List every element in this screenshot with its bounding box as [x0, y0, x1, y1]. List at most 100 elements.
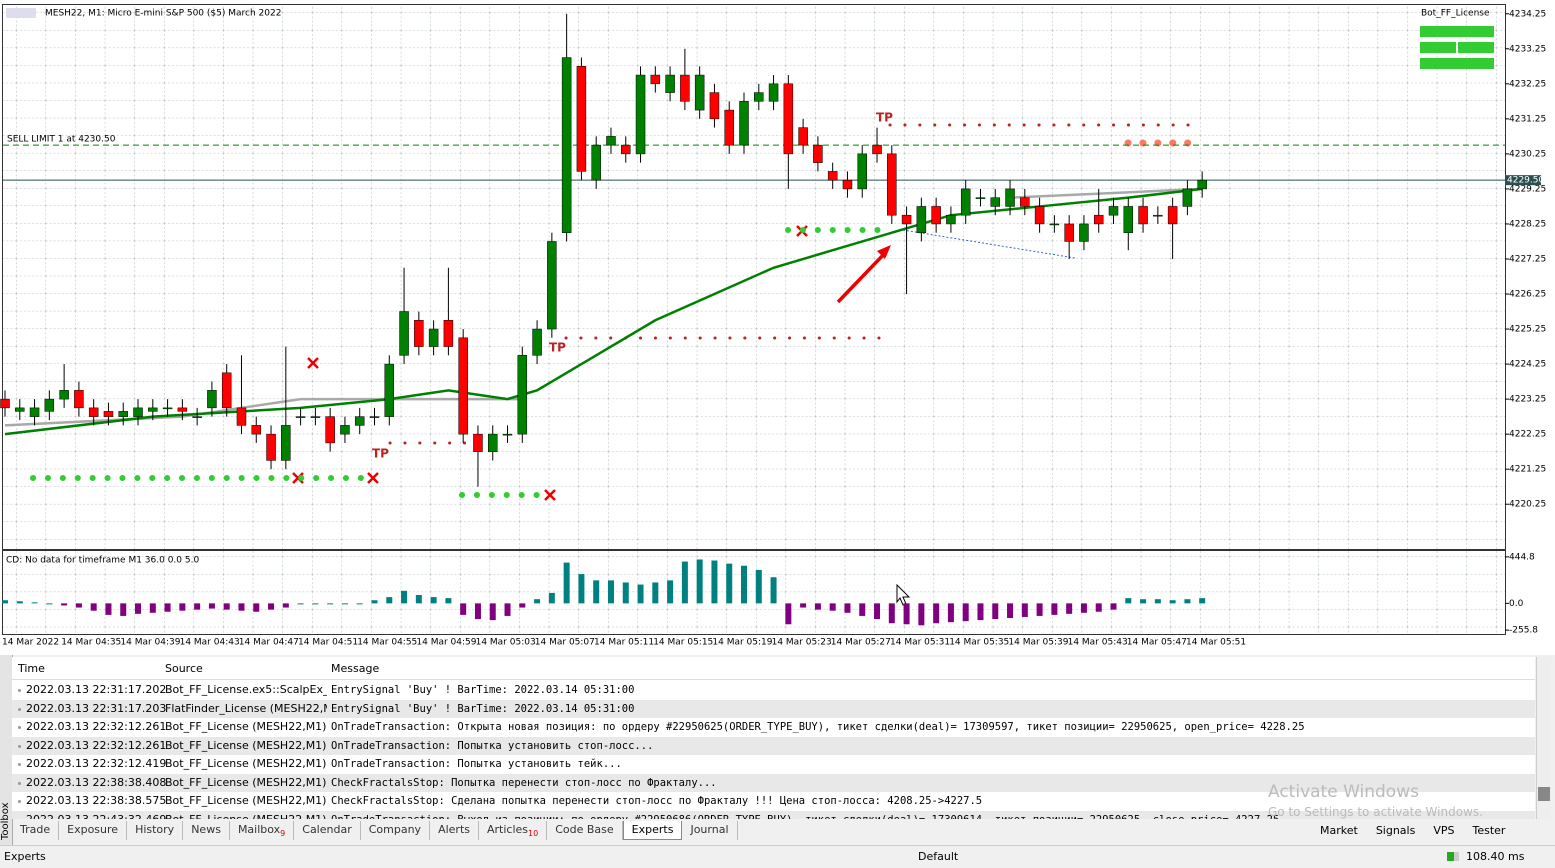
log-row[interactable]: 2022.03.13 22:31:17.202 Bot_FF_License.ex… — [12, 681, 1535, 700]
tab[interactable]: Company — [361, 821, 431, 840]
log-row[interactable]: 2022.03.13 22:38:38.575 Bot_FF_License (M… — [12, 792, 1535, 811]
candle-body — [1093, 214, 1104, 225]
tab[interactable]: History — [127, 821, 184, 840]
histogram-bar — [356, 603, 363, 605]
candle-body — [680, 74, 690, 102]
tab[interactable]: Journal — [682, 821, 738, 840]
log-row[interactable]: 2022.03.13 22:38:38.408 Bot_FF_License (M… — [12, 773, 1535, 792]
tab[interactable]: Calendar — [294, 821, 361, 840]
candle-body — [709, 92, 720, 120]
tp-label: TP — [876, 111, 893, 125]
candle-body — [1020, 197, 1030, 207]
chart-title: MESH22, M1: Micro E-mini S&P 500 ($5) Ma… — [45, 9, 281, 19]
candle-body — [103, 411, 114, 417]
tab[interactable]: Mailbox9 — [230, 821, 295, 840]
y-tick-label: -255.8 — [1509, 626, 1538, 636]
candle-body — [754, 92, 764, 102]
x-tick-label: 14 Mar 05:43 — [1068, 638, 1128, 648]
histogram-bar — [445, 598, 452, 604]
right-tab[interactable]: Tester — [1472, 824, 1506, 837]
tab[interactable]: Code Base — [547, 821, 623, 840]
histogram-bar — [785, 603, 792, 625]
histogram-bar — [1007, 603, 1014, 619]
histogram-bar — [962, 603, 969, 622]
tabs: Trade Exposure History News Mailbox9 Calendar… — [12, 821, 738, 840]
log-row[interactable]: 2022.03.13 22:32:12.419 Bot_FF_License (M… — [12, 755, 1535, 774]
bot-button[interactable] — [1458, 42, 1494, 53]
histogram-bar — [947, 603, 954, 623]
tab-label: Experts — [631, 823, 674, 836]
candle-body — [1005, 188, 1015, 207]
histogram-bar — [61, 603, 68, 606]
candle-body — [251, 425, 262, 435]
bot-button[interactable] — [1420, 58, 1494, 69]
candle-body — [458, 337, 468, 435]
candle-body — [783, 83, 794, 155]
histogram-bar — [312, 603, 319, 605]
trade-line — [902, 229, 1076, 259]
candle-body — [340, 425, 350, 435]
histogram-bar — [918, 603, 925, 626]
bot-button[interactable] — [1420, 26, 1494, 37]
log-row[interactable]: 2022.03.13 22:32:12.261 Bot_FF_License (M… — [12, 718, 1535, 737]
right-tab[interactable]: Signals — [1375, 824, 1416, 837]
price-label-bg — [1505, 175, 1541, 186]
tab[interactable]: Trade — [12, 821, 60, 840]
histogram-bar — [46, 603, 53, 605]
histogram-bar — [1110, 603, 1117, 610]
tab-label: Code Base — [555, 823, 614, 836]
x-tick-label: 14 Mar 05:39 — [1008, 638, 1068, 648]
tab[interactable]: News — [183, 821, 230, 840]
log-cell: 2022.03.13 22:43:32.469 — [26, 812, 166, 820]
y-tick-label: 4222.25 — [1509, 430, 1546, 440]
right-tab[interactable]: Market — [1320, 824, 1358, 837]
log-row[interactable]: 2022.03.13 22:31:17.203 FlatFinder_Licens… — [12, 699, 1535, 718]
histogram-bar — [874, 603, 881, 620]
log-row[interactable]: 2022.03.13 22:32:12.261 Bot_FF_License (M… — [12, 736, 1535, 755]
tab[interactable]: Articles10 — [479, 821, 548, 840]
candle-body — [694, 74, 705, 111]
candle-body — [148, 407, 158, 412]
x-tick-label: 14 Mar 04:59 — [416, 638, 476, 648]
toolbar-icons[interactable] — [6, 8, 36, 18]
histogram-bar — [120, 603, 127, 616]
tab-badge: 10 — [528, 829, 539, 838]
histogram-bar — [534, 599, 541, 604]
scrollbar[interactable] — [1536, 657, 1551, 819]
right-tab[interactable]: VPS — [1433, 824, 1455, 837]
log-row[interactable]: 2022.03.13 22:43:32.469 Bot_FF_License (M… — [12, 810, 1535, 820]
candle-body — [133, 407, 143, 417]
candle-body — [813, 144, 823, 163]
candle-body — [916, 206, 927, 233]
tab-label: Articles — [487, 823, 529, 836]
tab[interactable]: Experts — [622, 821, 683, 840]
log-cell: FlatFinder_License (MESH22,M1) — [165, 701, 327, 715]
histogram-bar — [460, 603, 467, 615]
tab[interactable]: Alerts — [430, 821, 479, 840]
log-cell: 2022.03.13 22:32:12.419 — [26, 757, 166, 770]
candle-body — [827, 171, 838, 181]
x-tick-label: 14 Mar 04:47 — [239, 638, 299, 648]
histogram-bar — [1199, 598, 1206, 604]
y-tick-label: 4233.25 — [1509, 44, 1546, 54]
histogram-bar — [268, 603, 275, 610]
order-label: SELL LIMIT 1 at 4230.50 — [7, 135, 116, 145]
row-dot — [18, 800, 21, 803]
histogram-bar — [1154, 599, 1161, 604]
bot-button[interactable] — [1420, 42, 1456, 53]
candle-body — [29, 407, 40, 417]
tab[interactable]: Exposure — [59, 821, 128, 840]
histogram-bar — [829, 603, 836, 611]
log-cell: EntrySignal 'Buy' ! BarTime: 2022.03.14 … — [331, 684, 635, 696]
log-cell: OnTradeTransaction: Попытка установить с… — [331, 739, 654, 752]
candle-body — [207, 390, 217, 409]
x-tick-label: 14 Mar 05:15 — [653, 638, 713, 648]
candle-body — [798, 127, 808, 146]
candle-body — [162, 407, 173, 410]
column-header: Source — [165, 662, 203, 675]
histogram-bar — [1169, 600, 1176, 604]
stop-dots — [30, 139, 1192, 498]
histogram-bar — [401, 590, 408, 604]
histogram-bar — [622, 582, 629, 604]
histogram-bar — [726, 563, 733, 604]
